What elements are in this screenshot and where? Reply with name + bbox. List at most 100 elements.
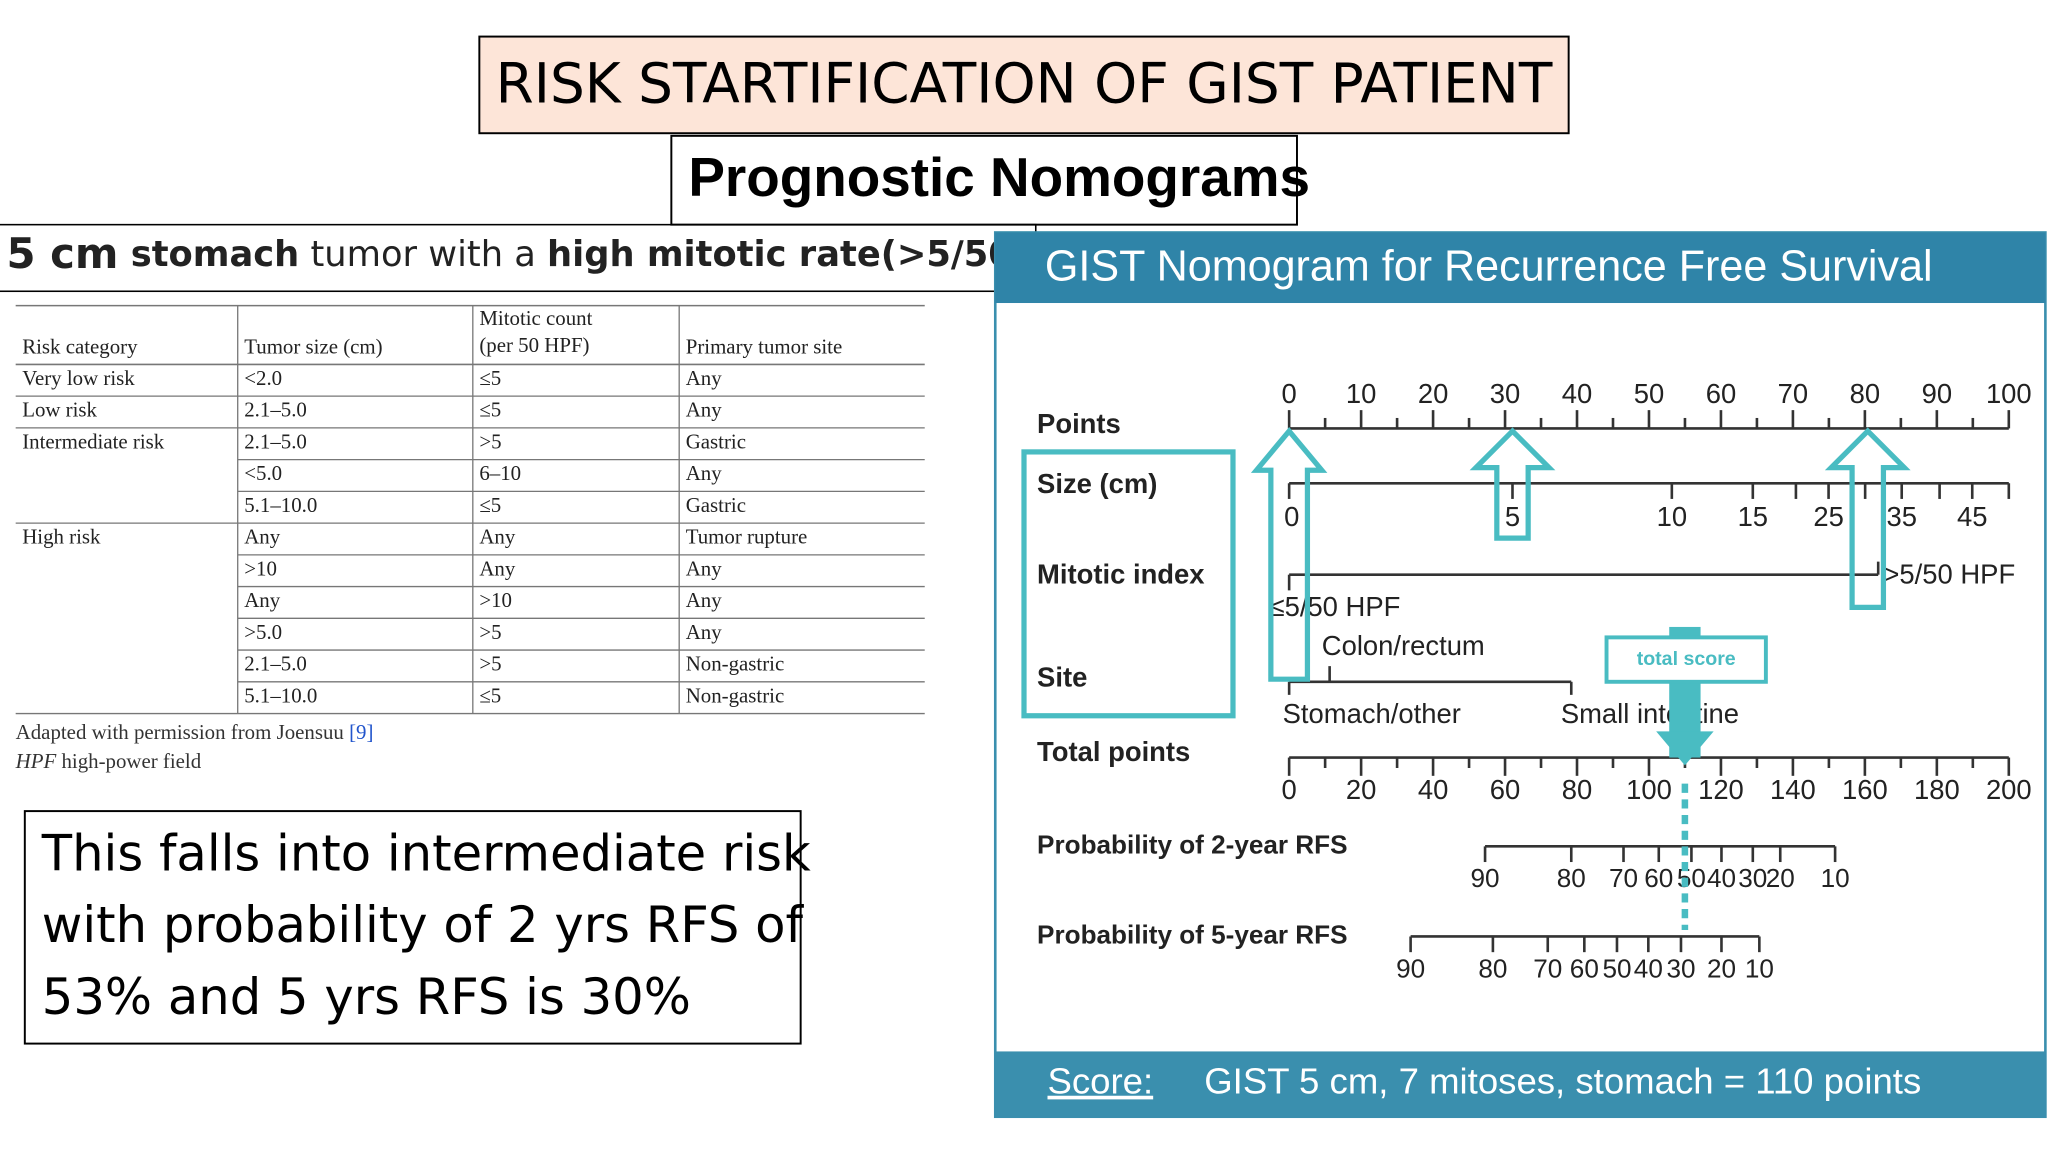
nomogram-title: GIST Nomogram for Recurrence Free Surviv…	[1045, 242, 1933, 290]
table-cell: ≤5	[479, 683, 501, 707]
arrow	[1250, 426, 1328, 682]
rfs-label: 80	[1557, 863, 1586, 893]
table-cell: 5.1–10.0	[244, 493, 317, 517]
row-label: Total points	[1037, 736, 1190, 767]
points-label: 80	[1850, 378, 1880, 409]
score-text: GIST 5 cm, 7 mitoses, stomach = 110 poin…	[1204, 1061, 1921, 1102]
score-arrow-head	[1656, 731, 1714, 766]
table-cell: Any	[686, 556, 723, 580]
table-cell: 2.1–5.0	[244, 398, 307, 422]
rfs-label: 60	[1570, 953, 1599, 983]
total-label: 180	[1914, 774, 1960, 805]
table-cell: Any	[479, 525, 516, 549]
size-label: 0	[1284, 501, 1299, 532]
size-label: 25	[1813, 501, 1843, 532]
table-cell: >5	[479, 429, 501, 453]
row-label: Site	[1037, 661, 1087, 692]
note-part: high-power field	[56, 749, 201, 773]
site-label: Small intestine	[1561, 698, 1739, 729]
row-label: Mitotic index	[1037, 558, 1205, 589]
nomogram-panel	[993, 231, 2047, 1119]
table-cell: Non-gastric	[686, 652, 785, 676]
points-label: 90	[1922, 378, 1952, 409]
table-cell: Gastric	[686, 493, 746, 517]
conclusion-line: 53% and 5 yrs RFS is 30%	[42, 968, 691, 1026]
table-cell: Gastric	[686, 429, 746, 453]
table-cell: Any	[686, 398, 723, 422]
table-cell: >5	[479, 620, 501, 644]
points-label: 30	[1490, 378, 1520, 409]
case-part: 5 cm	[7, 229, 119, 278]
case-part: high mitotic rate(>5/50)	[547, 234, 1029, 275]
rfs-label: 50	[1677, 863, 1706, 893]
table-cell: Tumor rupture	[686, 525, 808, 549]
table-cell: Any	[686, 366, 723, 390]
row-label: Points	[1037, 408, 1121, 439]
arrows	[1250, 426, 1911, 930]
note-ref: [9]	[349, 720, 373, 744]
table-cell: Any	[686, 461, 723, 485]
table-cell: ≤5	[479, 366, 501, 390]
points-label: 70	[1778, 378, 1808, 409]
total-label: 20	[1346, 774, 1376, 805]
rfs-label: 10	[1745, 953, 1774, 983]
table-cell: 2.1–5.0	[244, 652, 307, 676]
risk-category: Intermediate risk	[22, 429, 165, 453]
table-cell: ≤5	[479, 398, 501, 422]
conclusion-line: with probability of 2 yrs RFS of	[42, 896, 805, 954]
total-score-box	[1604, 635, 1768, 684]
arrow	[1469, 427, 1556, 541]
note-part: HPF	[15, 749, 57, 773]
site-label: Stomach/other	[1283, 698, 1461, 729]
conclusion-line: This falls into intermediate risk	[41, 824, 811, 882]
table-header: Risk category	[22, 335, 138, 359]
title: RISK STARTIFICATION OF GIST PATIENT	[496, 52, 1553, 116]
points-label: 10	[1346, 378, 1376, 409]
points-label: 40	[1562, 378, 1592, 409]
rfs-label: 20	[1707, 953, 1736, 983]
rfs-label: 40	[1634, 953, 1663, 983]
rfs-label: 20	[1766, 863, 1795, 893]
table-cell: 5.1–10.0	[244, 683, 317, 707]
table-cell: Non-gastric	[686, 683, 785, 707]
table-header: Primary tumor site	[686, 335, 843, 359]
row-label: Probability of 2-year RFS	[1037, 829, 1347, 859]
subtitle-box	[670, 134, 1298, 226]
table-header: Tumor size (cm)	[244, 335, 382, 359]
table-cell: >10	[479, 588, 512, 612]
rfs-label: 60	[1644, 863, 1673, 893]
rfs-label: 50	[1602, 953, 1631, 983]
case-part: tumor with a	[299, 234, 547, 275]
table-cell: Any	[686, 588, 723, 612]
total-label: 40	[1418, 774, 1448, 805]
score-bar	[995, 1051, 2046, 1117]
table-cell: Any	[244, 525, 281, 549]
rfs-label: 40	[1707, 863, 1736, 893]
size-label: 15	[1738, 501, 1768, 532]
risk-category: High risk	[22, 525, 101, 549]
table-cell: <5.0	[244, 461, 282, 485]
rfs-label: 10	[1821, 863, 1850, 893]
case-text: 5 cm stomach tumor with a high mitotic r…	[7, 229, 1029, 278]
row-label: Probability of 5-year RFS	[1037, 919, 1347, 949]
points-label: 50	[1634, 378, 1664, 409]
rfs-label: 70	[1609, 863, 1638, 893]
note-part: Adapted with permission from Joensuu	[16, 720, 349, 744]
score-label: Score:	[1048, 1061, 1154, 1102]
table-cell: 2.1–5.0	[244, 429, 307, 453]
arrow	[1824, 427, 1911, 610]
total-label: 140	[1770, 774, 1816, 805]
risk-category: Low risk	[22, 398, 97, 422]
rfs-label: 70	[1533, 953, 1562, 983]
site-label: Colon/rectum	[1322, 630, 1485, 661]
case-part: stomach	[118, 234, 299, 275]
rfs-label: 90	[1396, 953, 1425, 983]
points-label: 0	[1282, 378, 1297, 409]
table-cell: >5	[479, 652, 501, 676]
size-label: 35	[1886, 501, 1916, 532]
title-box	[478, 35, 1570, 135]
total-score-label: total score	[1637, 648, 1736, 670]
rfs-label: 30	[1738, 863, 1767, 893]
table-cell: Any	[686, 620, 723, 644]
total-label: 160	[1842, 774, 1888, 805]
